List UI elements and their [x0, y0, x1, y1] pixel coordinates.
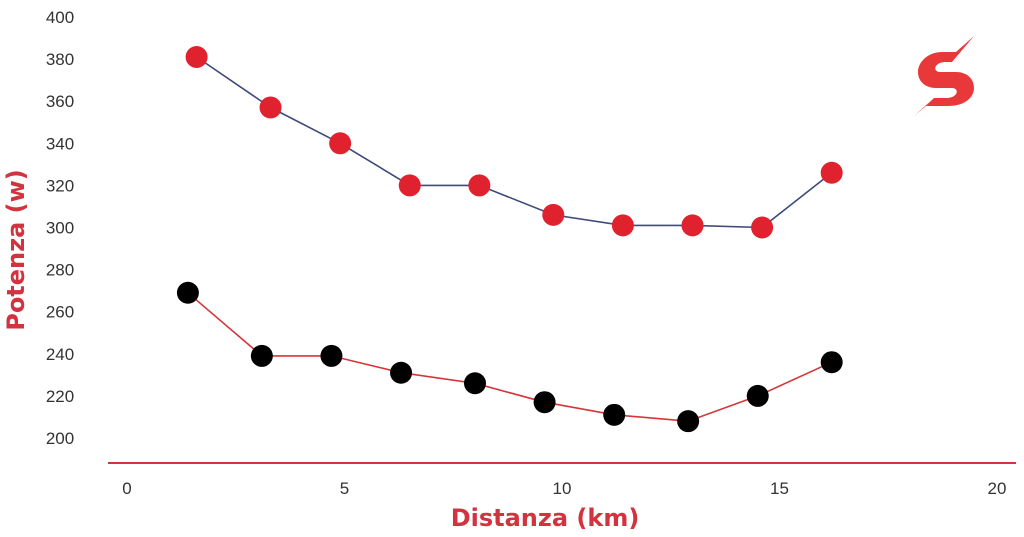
data-point — [820, 161, 843, 184]
x-tick-label: 5 — [340, 479, 349, 498]
x-tick-label: 15 — [770, 479, 789, 498]
series-2 — [176, 281, 843, 433]
y-tick-label: 200 — [46, 429, 74, 448]
data-point — [250, 344, 273, 367]
y-tick-label: 240 — [46, 345, 74, 364]
series-1 — [185, 45, 843, 239]
x-axis-title: Distanza (km) — [451, 504, 640, 532]
y-axis-title: Potenza (w) — [2, 169, 30, 331]
data-point — [611, 214, 634, 237]
data-point — [681, 214, 704, 237]
y-tick-label: 300 — [46, 219, 74, 238]
y-tick-label: 260 — [46, 303, 74, 322]
data-point — [176, 281, 199, 304]
data-point — [259, 96, 282, 119]
series-line — [187, 292, 833, 423]
data-point — [320, 344, 343, 367]
x-axis-ticks: 0 5 10 15 20 — [122, 479, 1006, 498]
series-line — [196, 56, 833, 229]
data-point — [542, 203, 565, 226]
y-tick-label: 360 — [46, 92, 74, 111]
y-tick-label: 220 — [46, 387, 74, 406]
data-point — [390, 361, 413, 384]
data-point — [677, 410, 700, 433]
data-point — [398, 174, 421, 197]
y-tick-label: 280 — [46, 261, 74, 280]
data-point — [329, 132, 352, 155]
y-tick-label: 380 — [46, 50, 74, 69]
x-tick-label: 0 — [122, 479, 131, 498]
data-point — [185, 45, 208, 68]
data-point — [464, 372, 486, 395]
x-tick-label: 10 — [553, 479, 572, 498]
y-tick-label: 320 — [46, 176, 74, 195]
data-point — [603, 403, 626, 426]
x-tick-label: 20 — [988, 479, 1007, 498]
data-point — [746, 384, 769, 407]
data-point — [533, 391, 556, 414]
data-point — [751, 216, 774, 239]
y-axis-ticks: 200 220 240 260 280 300 320 340 360 380 400 — [46, 8, 74, 448]
y-tick-label: 340 — [46, 134, 74, 153]
series-layer — [176, 45, 843, 433]
data-point — [820, 351, 843, 374]
y-tick-label: 400 — [46, 8, 74, 27]
data-point — [468, 174, 491, 197]
lightning-s-logo-icon — [914, 36, 974, 116]
